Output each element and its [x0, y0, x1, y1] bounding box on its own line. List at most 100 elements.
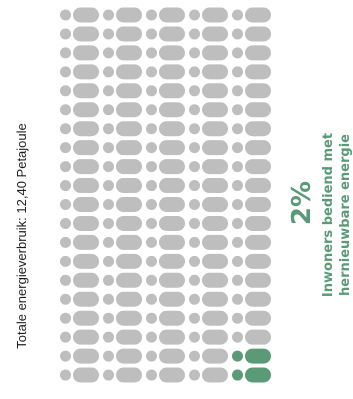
- unit-pill: [116, 64, 142, 80]
- unit-dot: [232, 104, 243, 116]
- pill-icon: [146, 178, 185, 194]
- unit-dot: [60, 9, 71, 21]
- unit-pill: [245, 26, 271, 42]
- unit-dot: [103, 369, 114, 381]
- pill-icon: [189, 197, 228, 212]
- pill-icon: [146, 26, 185, 42]
- pill-icon: [189, 310, 228, 326]
- unit-dot: [189, 180, 200, 192]
- unit-dot: [103, 47, 114, 59]
- pill-icon: [189, 234, 228, 250]
- unit-pill: [245, 310, 271, 326]
- unit-dot: [189, 85, 200, 97]
- unit-pill: [73, 291, 99, 307]
- unit-dot: [189, 123, 200, 135]
- unit-pill: [73, 140, 99, 156]
- unit-pill: [159, 272, 185, 288]
- pill-icon: [103, 121, 142, 137]
- unit-dot: [60, 123, 71, 135]
- unit-dot: [103, 161, 114, 173]
- pill-icon: [146, 310, 185, 326]
- unit-dot: [146, 66, 157, 78]
- pill-icon: [232, 197, 271, 212]
- pill-icon: [60, 102, 99, 118]
- unit-dot: [232, 85, 243, 97]
- pill-icon: [146, 45, 185, 61]
- unit-pill: [159, 7, 185, 23]
- unit-dot: [60, 104, 71, 116]
- unit-pill: [159, 159, 185, 175]
- unit-dot: [232, 9, 243, 21]
- unit-dot: [189, 350, 200, 362]
- unit-dot: [232, 217, 243, 229]
- unit-pill: [159, 291, 185, 307]
- unit-dot: [189, 142, 200, 154]
- unit-pill: [245, 64, 271, 80]
- unit-pill: [73, 310, 99, 326]
- unit-pill: [245, 159, 271, 175]
- unit-pill: [116, 272, 142, 288]
- unit-dot: [189, 312, 200, 324]
- unit-pill: [73, 234, 99, 250]
- unit-dot: [232, 274, 243, 286]
- unit-dot: [189, 217, 200, 229]
- pill-icon: [146, 102, 185, 118]
- unit-pill: [116, 291, 142, 307]
- pill-icon: [103, 64, 142, 80]
- unit-pill: [73, 253, 99, 269]
- unit-dot: [146, 104, 157, 116]
- unit-dot: [60, 312, 71, 324]
- pill-icon-highlighted: [232, 348, 271, 364]
- unit-dot: [146, 293, 157, 305]
- pill-icon: [189, 45, 228, 61]
- unit-pill: [159, 215, 185, 231]
- unit-dot: [60, 28, 71, 40]
- pill-icon: [189, 83, 228, 99]
- unit-pill: [202, 83, 228, 99]
- pill-icon: [232, 121, 271, 137]
- unit-dot: [103, 350, 114, 362]
- unit-dot: [146, 47, 157, 59]
- unit-pill: [73, 64, 99, 80]
- unit-pill: [159, 348, 185, 364]
- unit-pill: [116, 7, 142, 23]
- pill-icon: [232, 159, 271, 175]
- pill-icon: [103, 215, 142, 231]
- unit-dot: [60, 47, 71, 59]
- pill-icon: [189, 102, 228, 118]
- unit-pill: [202, 291, 228, 307]
- unit-dot: [189, 66, 200, 78]
- pill-icon: [60, 367, 99, 383]
- pill-icon: [146, 197, 185, 212]
- unit-dot: [103, 293, 114, 305]
- unit-pill: [202, 26, 228, 42]
- pill-icon: [103, 26, 142, 42]
- unit-pill: [159, 367, 185, 383]
- unit-pill: [245, 215, 271, 231]
- unit-pill: [116, 253, 142, 269]
- pill-icon: [189, 121, 228, 137]
- unit-pill: [202, 121, 228, 137]
- unit-pill: [202, 159, 228, 175]
- unit-pill: [202, 45, 228, 61]
- unit-pill: [245, 234, 271, 250]
- unit-pill: [202, 178, 228, 194]
- unit-pill: [116, 367, 142, 383]
- unit-dot: [60, 161, 71, 173]
- unit-pill: [202, 310, 228, 326]
- unit-pill: [202, 348, 228, 364]
- unit-dot: [103, 123, 114, 135]
- unit-dot: [146, 350, 157, 362]
- pill-icon: [146, 7, 185, 23]
- pill-icon: [232, 178, 271, 194]
- unit-dot: [189, 331, 200, 343]
- unit-pill: [202, 7, 228, 23]
- unit-dot: [60, 66, 71, 78]
- pill-icon: [189, 348, 228, 364]
- unit-pill: [159, 121, 185, 137]
- unit-pill: [245, 329, 271, 345]
- unit-dot: [146, 236, 157, 248]
- pill-icon: [146, 64, 185, 80]
- unit-pill: [73, 178, 99, 194]
